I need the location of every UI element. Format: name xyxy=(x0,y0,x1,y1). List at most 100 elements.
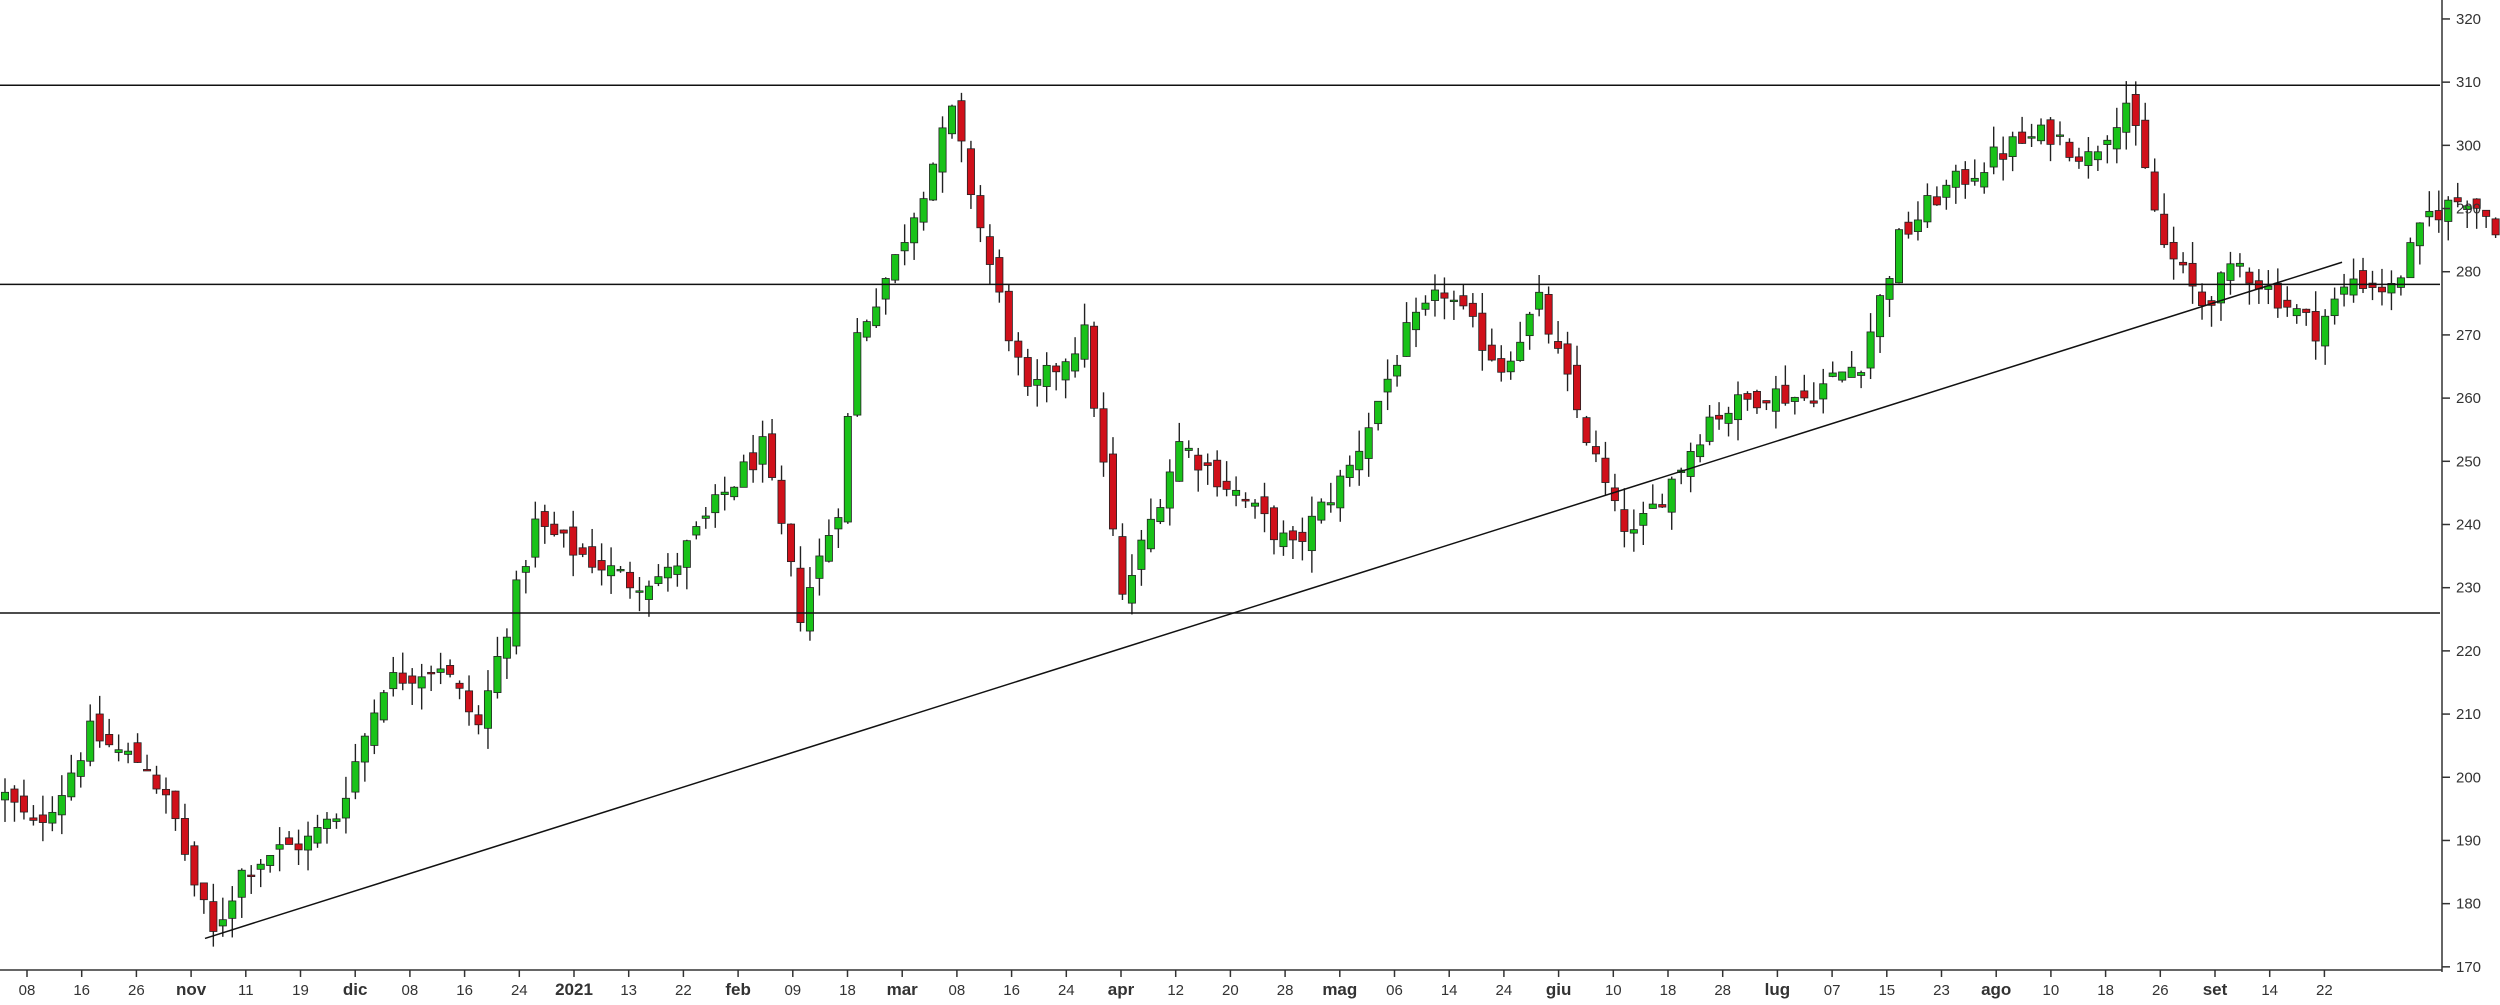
candle xyxy=(1563,331,1572,392)
candle xyxy=(1478,292,1487,371)
x-tick-label: 13 xyxy=(620,982,637,999)
candle-body-up xyxy=(1951,170,1960,188)
candle-body-up xyxy=(2055,134,2064,137)
candle-body-up xyxy=(824,535,833,562)
candle-body-up xyxy=(1146,518,1155,550)
candle-body-up xyxy=(1989,146,1998,168)
candle xyxy=(1573,345,1582,418)
candle-body-up xyxy=(493,656,502,693)
candle xyxy=(1535,275,1544,317)
candle-body-down xyxy=(966,148,975,196)
candle xyxy=(313,814,322,848)
candle-body-up xyxy=(76,760,85,777)
candle xyxy=(2074,147,2083,169)
candle xyxy=(1430,274,1439,317)
candle-body-up xyxy=(2216,272,2225,304)
x-tick-label: 26 xyxy=(128,982,145,999)
candle-body-up xyxy=(417,676,426,689)
candle xyxy=(1184,440,1193,458)
candle xyxy=(559,529,568,548)
candle xyxy=(161,777,170,814)
candle-body-up xyxy=(938,127,947,173)
candle xyxy=(2207,296,2216,327)
candle xyxy=(1506,351,1515,380)
candle-body-down xyxy=(2169,241,2178,260)
x-tick-label: 22 xyxy=(2316,982,2333,999)
candle xyxy=(550,511,559,537)
candle xyxy=(180,803,189,861)
candle xyxy=(408,668,417,705)
candle xyxy=(1658,493,1667,508)
candle-body-down xyxy=(1961,169,1970,185)
candle xyxy=(10,785,19,822)
candle xyxy=(1497,345,1506,382)
candle-body-up xyxy=(1430,289,1439,301)
y-tick-label: 230 xyxy=(2456,580,2481,597)
lines-layer xyxy=(0,84,2440,940)
candle-body-up xyxy=(502,636,511,659)
candle xyxy=(1743,391,1752,411)
candle xyxy=(2254,269,2263,304)
candle xyxy=(1118,523,1127,600)
x-tick-label: 24 xyxy=(1496,982,1513,999)
candle xyxy=(1838,371,1847,383)
candle-body-down xyxy=(2018,131,2027,144)
candle xyxy=(2179,252,2188,274)
candle-body-up xyxy=(1033,379,1042,386)
candle-body-up xyxy=(711,494,720,514)
candle-body-up xyxy=(1885,278,1894,300)
candle-body-down xyxy=(976,195,985,229)
candle-body-up xyxy=(1156,507,1165,523)
candle xyxy=(304,821,313,871)
candle xyxy=(1194,447,1203,492)
candle xyxy=(957,92,966,163)
candle xyxy=(483,670,492,749)
candle-body-up xyxy=(862,321,871,338)
candle-body-up xyxy=(2292,308,2301,317)
candle xyxy=(1364,412,1373,477)
x-tick-label: apr xyxy=(1108,980,1135,999)
candle-body-down xyxy=(408,675,417,684)
candle xyxy=(824,519,833,563)
candle xyxy=(1175,422,1184,482)
candle-body-up xyxy=(313,827,322,844)
x-tick-label: mag xyxy=(1322,980,1357,999)
candle xyxy=(2377,268,2386,306)
candle xyxy=(1629,509,1638,552)
candle xyxy=(777,465,786,535)
candle xyxy=(455,680,464,700)
candle xyxy=(1913,201,1922,241)
candle xyxy=(616,565,625,573)
candle-body-up xyxy=(891,254,900,281)
x-tick-label: 26 xyxy=(2152,982,2169,999)
candle-body-up xyxy=(1412,311,1421,331)
candle-body-up xyxy=(758,436,767,465)
x-tick-label: 14 xyxy=(2261,982,2278,999)
candle xyxy=(2027,123,2036,147)
candle-body-down xyxy=(1260,496,1269,515)
candle xyxy=(739,454,748,488)
candle xyxy=(1137,529,1146,586)
candle xyxy=(436,652,445,685)
candle-body-down xyxy=(1023,357,1032,387)
candle-body-down xyxy=(2283,299,2292,308)
candle xyxy=(588,528,597,574)
candle xyxy=(768,418,777,481)
candle xyxy=(682,539,691,590)
candle xyxy=(2122,81,2131,150)
candle-body-down xyxy=(1591,446,1600,455)
candle-body-down xyxy=(550,523,559,536)
candle xyxy=(1269,505,1278,555)
candle-body-up xyxy=(1071,353,1080,372)
candle xyxy=(1459,284,1468,310)
candle xyxy=(1847,351,1856,378)
candle xyxy=(237,868,246,918)
candle xyxy=(1857,370,1866,389)
candle xyxy=(872,288,881,329)
x-tick-label: 16 xyxy=(73,982,90,999)
candle xyxy=(1146,498,1155,553)
candle-body-down xyxy=(569,526,578,556)
candle-body-down xyxy=(995,257,1004,293)
candle xyxy=(1127,554,1136,615)
candle xyxy=(427,665,436,692)
